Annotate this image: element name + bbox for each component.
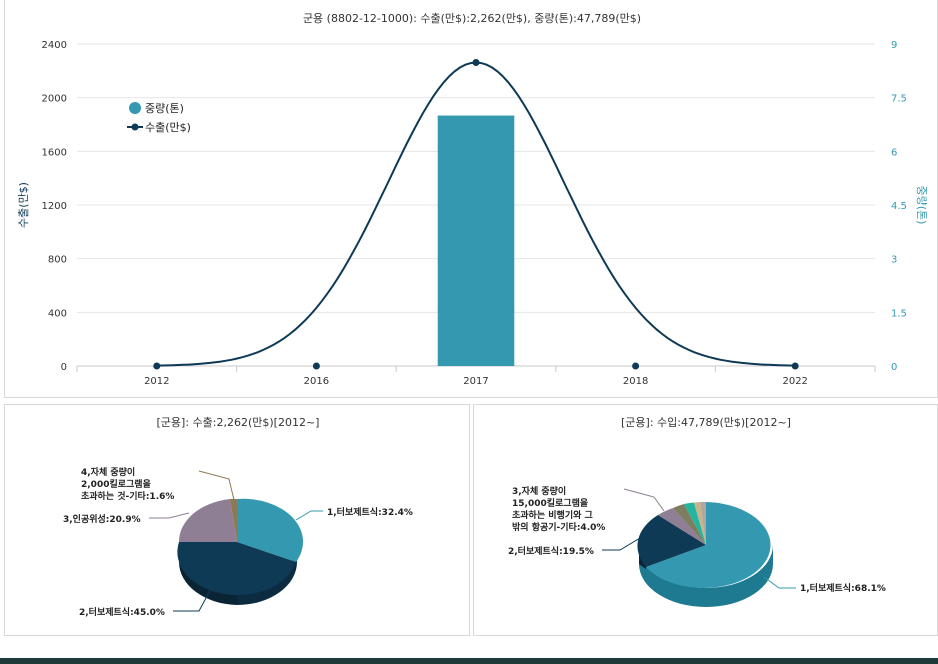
export-pie-title: [군용]: 수출:2,262(만$)[2012~] (157, 416, 320, 429)
leader-line-1 (763, 576, 796, 589)
y-tick-label: 400 (48, 308, 67, 319)
pie-label-3-line4: 밖의 항공기-기타:4.0% (512, 521, 605, 533)
pie-slice-3[interactable] (658, 508, 706, 545)
y-axis-left-label: 수출(만$) (17, 182, 30, 228)
x-tick-label: 2016 (304, 376, 329, 387)
import-pie-panel: [군용]: 수입:47,789(만$)[2012~] 1,터보제트식:68.1%… (473, 404, 938, 636)
pie-label-3-line1: 3,자체 중량이 (512, 485, 566, 497)
y-tick-label: 1200 (42, 201, 67, 212)
y-right-tick-label: 0 (891, 362, 897, 373)
y-tick-label: 800 (48, 255, 67, 266)
combo-chart: 군용 (8802-12-1000): 수출(만$):2,262(만$), 중량(… (17, 12, 928, 387)
pie-label-4-line3: 초과하는 것-기타:1.6% (81, 490, 174, 502)
y-right-tick-label: 9 (891, 40, 897, 51)
line-point-2012 (153, 362, 161, 370)
footer-bar (0, 658, 938, 664)
y-tick-label: 2400 (42, 40, 67, 51)
legend[interactable]: 중량(톤) 수출(만$) (127, 102, 191, 134)
y-right-tick-label: 6 (891, 147, 897, 158)
pie-label-4-line1: 4,자체 중량이 (81, 466, 135, 478)
import-pie-3d (637, 501, 773, 607)
pie-label-3-line2: 15,000킬로그램을 (512, 497, 588, 509)
legend-line-label[interactable]: 수출(만$) (145, 121, 191, 134)
x-axis: 2012 2016 2017 2018 2022 (76, 366, 876, 387)
y-tick-label: 2000 (42, 94, 67, 105)
import-pie-chart: [군용]: 수입:47,789(만$)[2012~] 1,터보제트식:68.1%… (508, 416, 886, 607)
y-right-tick-label: 4.5 (891, 201, 907, 212)
y-right-tick-label: 7.5 (891, 94, 907, 105)
x-tick-label: 2018 (623, 376, 648, 387)
pie-slice-4[interactable] (230, 498, 237, 542)
leader-line-3 (149, 512, 190, 519)
legend-bar-label[interactable]: 중량(톤) (145, 102, 184, 115)
import-pie-title: [군용]: 수입:47,789(만$)[2012~] (621, 416, 791, 429)
line-point-2022 (791, 362, 799, 370)
pie-slice-2[interactable] (637, 515, 706, 567)
export-pie-chart: [군용]: 수출:2,262(만$)[2012~] 1,터보제트식:32.4% … (63, 416, 413, 618)
y-axis-left: 0 400 800 1200 1600 2000 2400 (42, 40, 67, 373)
pie-slice-1[interactable] (646, 502, 771, 588)
main-chart-panel: 군용 (8802-12-1000): 수출(만$):2,262(만$), 중량(… (4, 0, 938, 398)
y-right-tick-label: 3 (891, 255, 897, 266)
line-series (153, 59, 799, 370)
pie-label-1: 1,터보제트식:68.1% (800, 582, 886, 594)
pie-slice-1-side (639, 545, 773, 607)
pie-label-3: 3,인공위성:20.9% (63, 513, 141, 525)
pie-label-2: 2,터보제트식:45.0% (79, 606, 165, 618)
line-point-2018 (632, 362, 640, 370)
leader-line-4 (198, 470, 235, 501)
export-pie-panel: [군용]: 수출:2,262(만$)[2012~] 1,터보제트식:32.4% … (4, 404, 470, 636)
legend-bar-marker (129, 102, 141, 114)
bar-series (437, 115, 515, 366)
pie-label-3-line3: 초과하는 비행기와 그 (512, 509, 593, 521)
pie-label-4-line2: 2,000킬로그램을 (81, 478, 151, 490)
line-point-2017 (472, 59, 480, 67)
y-axis-right: 0 1.5 3 4.5 6 7.5 9 (891, 40, 907, 373)
pie-slice-5[interactable] (684, 502, 706, 546)
pie-label-2: 2,터보제트식:19.5% (508, 545, 594, 557)
pie-slice-2[interactable] (177, 542, 296, 596)
leader-line-2 (173, 584, 214, 612)
chart-title: 군용 (8802-12-1000): 수출(만$):2,262(만$), 중량(… (303, 12, 641, 25)
pie-slice-4[interactable] (673, 504, 706, 545)
x-tick-label: 2022 (782, 376, 807, 387)
leader-line-3 (623, 488, 665, 512)
y-axis-right-label: 중량(톤) (915, 186, 928, 225)
pie-slice-7[interactable] (700, 501, 706, 545)
export-pie-3d (177, 498, 304, 605)
line-point-2016 (312, 362, 320, 370)
y-tick-label: 0 (61, 362, 67, 373)
y-right-tick-label: 1.5 (891, 308, 907, 319)
pie-slice-3[interactable] (178, 499, 237, 542)
x-tick-label: 2017 (463, 376, 488, 387)
y-tick-label: 1600 (42, 147, 67, 158)
pie-label-1: 1,터보제트식:32.4% (327, 506, 413, 518)
leader-line-1 (295, 510, 323, 521)
bar-2017 (437, 115, 515, 366)
pie-slice-6[interactable] (694, 502, 706, 545)
x-tick-label: 2012 (144, 376, 169, 387)
legend-line-marker (131, 123, 139, 131)
pie-slice-1[interactable] (237, 498, 304, 562)
leader-line-2 (602, 537, 641, 551)
